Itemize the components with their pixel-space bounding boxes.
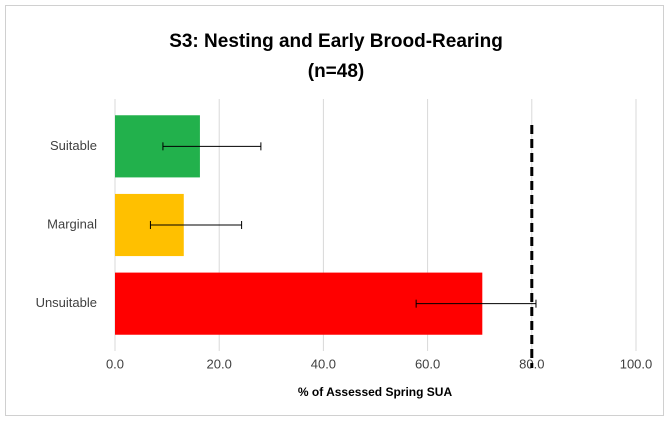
chart-title: S3: Nesting and Early Brood-Rearing (169, 31, 503, 52)
y-tick-label: Suitable (50, 138, 97, 153)
y-tick-label: Unsuitable (36, 295, 97, 310)
x-tick-label: 60.0 (415, 356, 440, 371)
x-tick-label: 100.0 (620, 356, 653, 371)
x-tick-label: 20.0 (207, 356, 232, 371)
x-tick-label: 0.0 (106, 356, 124, 371)
y-tick-label: Marginal (47, 216, 97, 231)
x-axis-label: % of Assessed Spring SUA (298, 385, 453, 399)
x-tick-label: 40.0 (311, 356, 336, 371)
chart-subtitle: (n=48) (308, 61, 365, 82)
